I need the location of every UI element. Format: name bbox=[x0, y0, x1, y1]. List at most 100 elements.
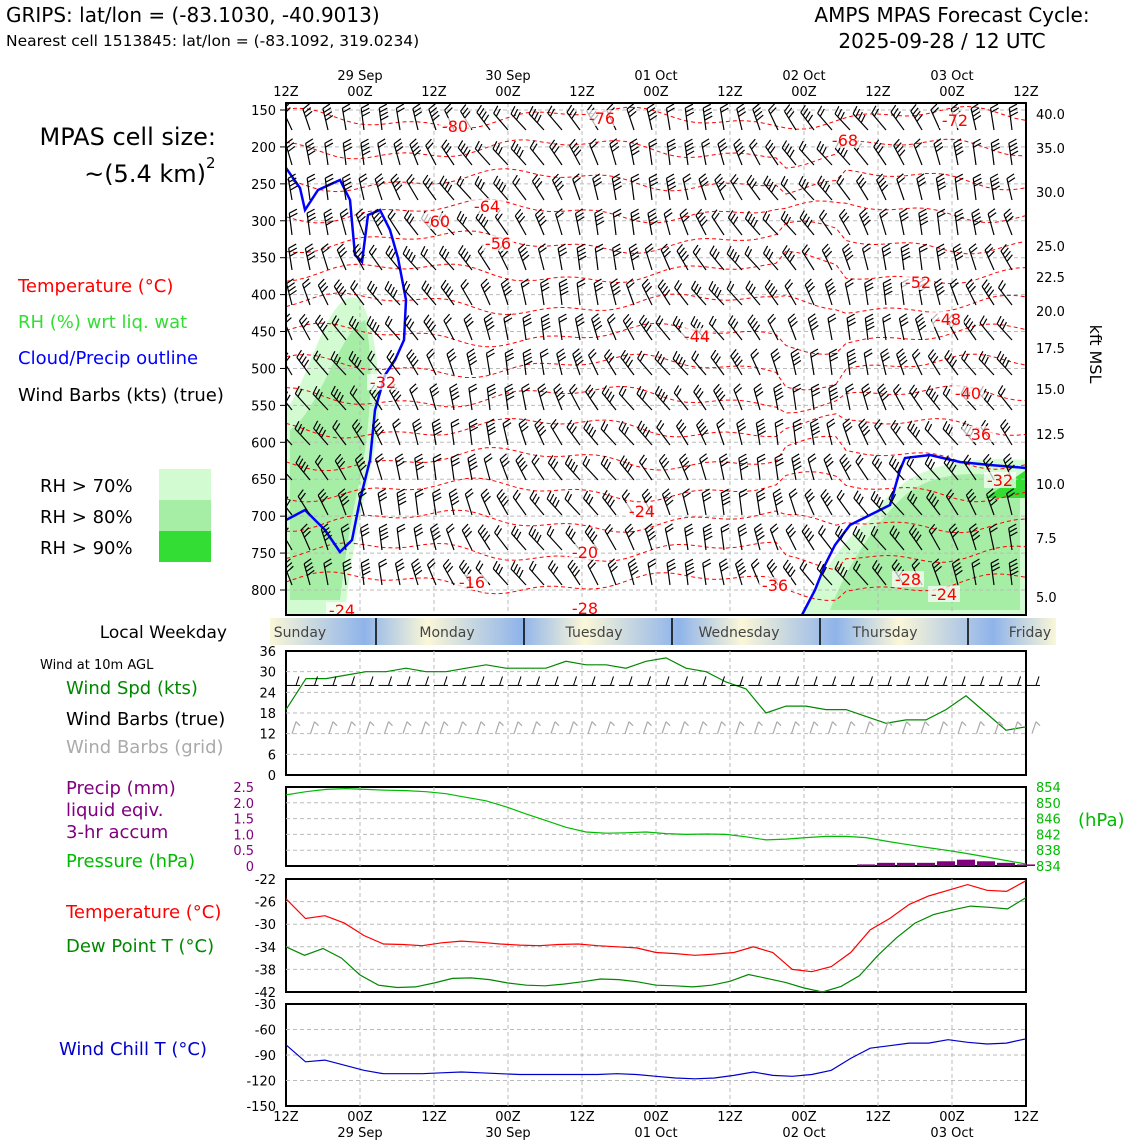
y-tick: 24 bbox=[259, 686, 276, 701]
barb-flag bbox=[612, 286, 620, 292]
barb-flag bbox=[1000, 388, 1006, 397]
barb-flag bbox=[556, 390, 564, 398]
barb-flag bbox=[901, 247, 910, 253]
barb-flag bbox=[793, 422, 802, 428]
barb-flag bbox=[552, 496, 557, 505]
barb-flag bbox=[816, 560, 822, 570]
wind-barb bbox=[954, 208, 964, 236]
barb-flag bbox=[302, 278, 310, 285]
barb-flag bbox=[865, 286, 874, 292]
grid-barb-flag bbox=[462, 721, 467, 727]
y-tick: 36 bbox=[259, 645, 276, 660]
wind-barb bbox=[733, 383, 743, 411]
grid-barb-flag bbox=[314, 721, 319, 727]
barb-flag bbox=[734, 254, 740, 263]
barb-flag bbox=[613, 208, 622, 214]
barb-flag bbox=[713, 383, 720, 391]
barb-flag bbox=[551, 142, 558, 151]
barb-flag bbox=[431, 527, 439, 534]
barb-flag bbox=[757, 453, 766, 459]
barb-flag bbox=[699, 425, 707, 433]
barb-flag bbox=[591, 313, 599, 320]
barb-flag bbox=[747, 283, 754, 292]
barb-flag bbox=[883, 317, 892, 323]
barb-flag bbox=[324, 534, 333, 541]
barb-flag bbox=[882, 356, 890, 362]
barb-flag bbox=[631, 177, 640, 183]
press-legend-item: Pressure (hPa) bbox=[66, 851, 195, 872]
wind-barb bbox=[547, 455, 563, 481]
barb-flag bbox=[756, 422, 765, 428]
wind-barb bbox=[870, 490, 887, 516]
barb-flag bbox=[288, 286, 296, 292]
wind-barb bbox=[313, 350, 329, 376]
barb-staff bbox=[692, 251, 707, 271]
barb-flag bbox=[857, 111, 863, 120]
barb-flag bbox=[697, 422, 705, 430]
barb-flag bbox=[899, 317, 908, 323]
barb-flag bbox=[325, 177, 334, 183]
barb-flag bbox=[680, 250, 687, 259]
wind-barb bbox=[425, 138, 437, 166]
grid-barb-flag bbox=[813, 721, 819, 727]
wind-barb bbox=[989, 103, 999, 131]
true-barb-flag bbox=[314, 676, 318, 686]
barb-flag bbox=[374, 324, 380, 333]
barb-flag bbox=[522, 348, 532, 354]
barb-flag bbox=[413, 523, 422, 529]
wind-barb bbox=[406, 349, 419, 376]
wind-barb bbox=[529, 490, 545, 516]
wind-barb bbox=[286, 278, 297, 306]
wind-barb bbox=[918, 208, 929, 236]
grid-barb-flag bbox=[425, 721, 430, 727]
wind-barb bbox=[746, 174, 761, 201]
barb-flag bbox=[891, 493, 897, 503]
barb-flag bbox=[844, 250, 853, 258]
wind-barb bbox=[546, 490, 563, 516]
grid-barb-flag bbox=[388, 721, 393, 727]
barb-flag bbox=[846, 313, 855, 319]
barb-flag bbox=[880, 212, 889, 219]
barb-flag bbox=[971, 530, 979, 538]
barb-flag bbox=[823, 247, 831, 255]
barb-flag bbox=[361, 107, 370, 113]
barb-flag bbox=[676, 388, 682, 397]
barb-flag bbox=[1000, 283, 1006, 292]
barb-flag bbox=[873, 139, 880, 148]
barb-flag bbox=[864, 352, 873, 358]
barb-flag bbox=[684, 103, 694, 109]
barb-flag bbox=[379, 527, 388, 533]
barb-flag bbox=[774, 391, 783, 397]
wind-barb bbox=[971, 208, 982, 236]
barb-flag bbox=[822, 181, 828, 190]
barb-flag bbox=[767, 142, 774, 151]
barb-flag bbox=[624, 317, 632, 325]
barb-flag bbox=[717, 422, 726, 429]
barb-flag bbox=[429, 383, 438, 390]
barb-flag bbox=[900, 359, 908, 367]
barb-flag bbox=[559, 317, 568, 323]
barb-flag bbox=[462, 216, 468, 225]
barb-flag bbox=[557, 352, 566, 359]
barb-flag bbox=[660, 243, 668, 251]
barb-flag bbox=[342, 558, 351, 564]
barb-flag bbox=[856, 174, 863, 182]
top-hour-label: 12Z bbox=[717, 85, 743, 100]
barb-flag bbox=[444, 181, 450, 190]
grid-barb bbox=[605, 721, 612, 734]
barb-flag bbox=[535, 208, 543, 216]
grid-barb-flag bbox=[795, 721, 800, 727]
barb-flag bbox=[713, 212, 720, 221]
barb-flag bbox=[765, 213, 771, 223]
barb-flag bbox=[700, 219, 708, 227]
barb-flag bbox=[498, 492, 505, 500]
barb-flag bbox=[747, 213, 753, 222]
barb-staff bbox=[320, 248, 329, 271]
barb-flag bbox=[338, 394, 344, 403]
barb-flag bbox=[697, 212, 704, 220]
barb-flag bbox=[765, 248, 771, 257]
wind-barb bbox=[286, 313, 293, 341]
barb-flag bbox=[907, 490, 913, 499]
barb-flag bbox=[973, 220, 982, 226]
